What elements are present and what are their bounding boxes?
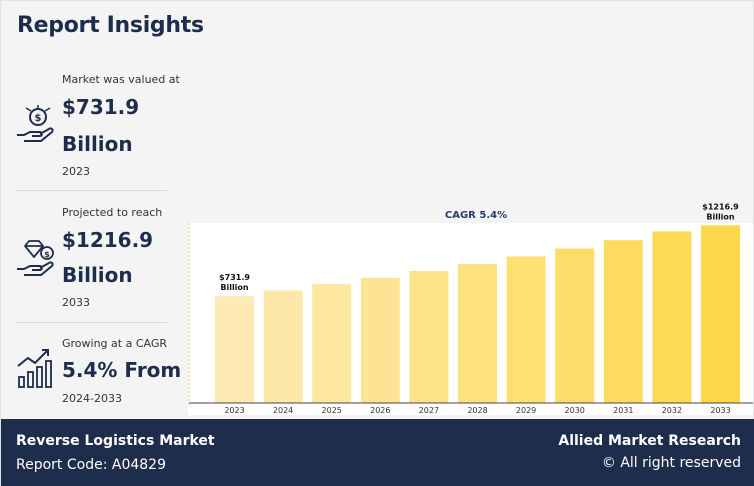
data-label: $731.9 [219,273,250,282]
cagr-annotation: CAGR 5.4% [445,210,507,221]
bar-2031 [603,240,643,403]
diamond-hand-icon: $ [15,239,57,281]
stat-year: 2033 [62,296,90,309]
stat-value: $1216.9 [62,228,154,252]
x-tick-label: 2029 [516,406,536,415]
bar-2024 [263,290,303,403]
bar-2026 [360,277,400,403]
x-tick-label: 2028 [467,406,487,415]
svg-text:$: $ [44,250,50,259]
bar-2023 [215,296,254,403]
bar-2029 [506,256,546,403]
bar-2025 [312,284,352,403]
x-tick-label: 2027 [419,406,439,415]
growth-chart-icon [15,347,57,389]
x-tick-label: 2033 [710,406,730,415]
stat-label: Projected to reach [62,206,163,219]
report-title: Reverse Logistics Market [16,433,215,449]
x-tick-label: 2025 [322,406,342,415]
page-title: Report Insights [17,13,204,38]
x-tick-label: 2030 [565,406,585,415]
stat-year: 2023 [62,165,90,178]
footer: Reverse Logistics Market Report Code: A0… [1,419,754,486]
bar-2027 [409,271,449,403]
data-label: $1216.9 [702,202,739,211]
stat-year: 2024-2033 [62,392,122,405]
divider [15,322,167,323]
stat-value-unit: Billion [62,132,133,156]
stat-label: Market was valued at [62,73,180,86]
x-tick-label: 2024 [273,406,293,415]
data-label: Billion [220,283,249,292]
x-tick-label: 2026 [370,406,390,415]
money-hand-icon: $ [15,105,57,147]
bar-2028 [458,263,497,403]
x-tick-label: 2032 [662,406,682,415]
copyright-text: © All right reserved [601,455,741,471]
stat-value: 5.4% From [62,358,182,382]
stat-label: Growing at a CAGR [62,337,168,350]
data-label: Billion [706,212,735,221]
stat-value-unit: Billion [62,263,133,287]
divider [15,190,167,191]
report-code: Report Code: A04829 [16,457,166,473]
bar-2030 [555,248,595,403]
bar-2032 [652,231,692,403]
bar-2033 [701,225,740,403]
x-tick-label: 2031 [613,406,633,415]
stat-value: $731.9 [62,95,140,119]
svg-text:$: $ [35,113,42,124]
x-tick-label: 2023 [224,406,244,415]
brand-name: Allied Market Research [558,433,741,449]
